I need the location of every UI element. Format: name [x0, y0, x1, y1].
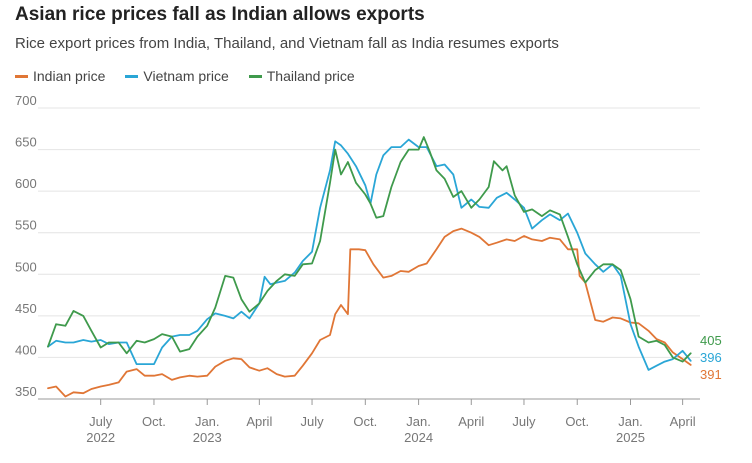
series-line-vietnam [47, 138, 692, 371]
legend-label-vietnam: Vietnam price [143, 68, 229, 84]
y-tick-label: 550 [15, 218, 37, 233]
x-tick-year-label: 2024 [404, 430, 433, 445]
legend-item-vietnam: Vietnam price [125, 68, 229, 84]
y-tick-label: 700 [15, 93, 37, 108]
series-line-thailand [47, 136, 692, 363]
y-tick-label: 500 [15, 259, 37, 274]
x-tick-label: Jan. [406, 414, 431, 429]
end-label-india: 391 [700, 367, 722, 382]
end-label-thailand: 405 [700, 333, 722, 348]
x-tick-year-label: 2025 [616, 430, 645, 445]
y-tick-label: 450 [15, 301, 37, 316]
end-label-vietnam: 396 [700, 350, 722, 365]
y-tick-label: 650 [15, 135, 37, 150]
legend: Indian price Vietnam price Thailand pric… [15, 68, 355, 84]
y-tick-label: 350 [15, 384, 37, 399]
x-tick-label: April [458, 414, 484, 429]
legend-item-india: Indian price [15, 68, 105, 84]
x-tick-label: July [512, 414, 536, 429]
x-tick-year-label: 2022 [86, 430, 115, 445]
x-tick-label: Jan. [618, 414, 643, 429]
chart-subtitle: Rice export prices from India, Thailand,… [15, 35, 559, 52]
series-line-india [47, 227, 692, 398]
x-tick-label: Oct. [565, 414, 589, 429]
y-tick-label: 600 [15, 176, 37, 191]
legend-item-thailand: Thailand price [248, 68, 355, 84]
x-tick-label: Oct. [142, 414, 166, 429]
x-tick-label: April [670, 414, 696, 429]
x-tick-label: Jan. [195, 414, 220, 429]
y-tick-label: 400 [15, 342, 37, 357]
legend-swatch-india [15, 74, 28, 78]
legend-swatch-vietnam [125, 74, 139, 78]
legend-swatch-thailand [248, 74, 262, 78]
x-tick-label: July [300, 414, 324, 429]
x-tick-label: April [246, 414, 272, 429]
legend-label-thailand: Thailand price [266, 68, 355, 84]
legend-label-india: Indian price [33, 68, 106, 84]
x-tick-label: Oct. [353, 414, 377, 429]
x-tick-year-label: 2023 [193, 430, 222, 445]
x-tick-label: July [89, 414, 113, 429]
chart-title: Asian rice prices fall as Indian allows … [15, 4, 425, 25]
